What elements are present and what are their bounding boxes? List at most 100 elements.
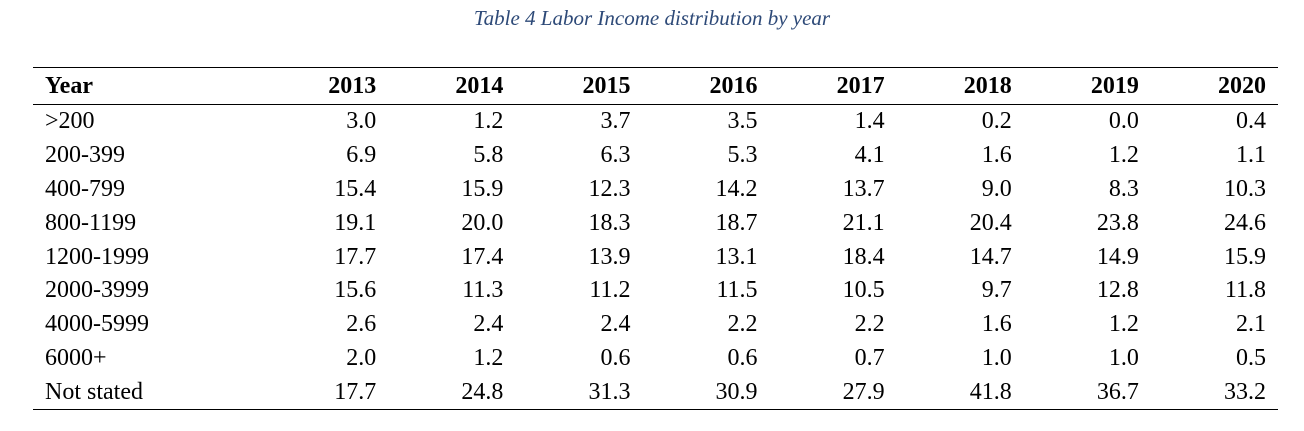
table-cell: 13.7 [842,175,885,202]
table-cell: 15.4 [334,175,377,202]
header-cell: 2014 [455,73,504,99]
table-cell: 12.8 [1096,277,1139,304]
table-cell: 2.1 [1236,311,1266,338]
table-row: 4000-5999 2.6 2.4 2.4 2.2 2.2 1.6 1.2 2.… [33,308,1278,342]
labor-income-table: Year 2013 2014 2015 2016 2017 2018 2019 … [33,67,1278,410]
table-cell: 2.4 [473,311,504,338]
table-row: 1200-1999 17.7 17.4 13.9 13.1 18.4 14.7 … [33,240,1278,274]
row-label: 800-1199 [45,209,137,236]
table-cell: 24.6 [1224,209,1266,236]
table-cell: 2.2 [854,311,885,338]
table-row: 200-399 6.9 5.8 6.3 5.3 4.1 1.6 1.2 1.1 [33,139,1278,173]
table-row: 400-799 15.4 15.9 12.3 14.2 13.7 9.0 8.3… [33,173,1278,207]
table-cell: 27.9 [842,378,885,405]
table-row: 2000-3999 15.6 11.3 11.2 11.5 10.5 9.7 1… [33,274,1278,308]
table-cell: 1.6 [981,142,1012,169]
table-cell: 0.0 [1108,108,1139,135]
header-cell: 2017 [836,73,885,99]
table-cell: 30.9 [715,378,758,405]
table-cell: 2.2 [727,311,758,338]
table-cell: 1.2 [473,108,504,135]
table-cell: 1.2 [473,344,504,371]
table-cell: 5.8 [473,142,504,169]
table-cell: 4.1 [854,142,885,169]
table-cell: 1.2 [1108,142,1139,169]
table-cell: 17.4 [461,243,504,270]
table-cell: 10.5 [842,277,885,304]
table-cell: 19.1 [334,209,377,236]
header-cell: 2015 [582,73,631,99]
table-cell: 6.9 [346,142,377,169]
table-cell: 9.0 [981,175,1012,202]
table-cell: 8.3 [1108,175,1139,202]
table-cell: 20.0 [461,209,504,236]
header-cell: 2018 [963,73,1012,99]
table-cell: 11.8 [1224,277,1266,304]
header-cell: 2019 [1090,73,1139,99]
table-cell: 20.4 [969,209,1012,236]
row-label: 2000-3999 [45,277,149,304]
row-label: 6000+ [45,344,107,371]
table-cell: 11.2 [589,277,631,304]
table-cell: 23.8 [1096,209,1139,236]
table-cell: 0.6 [600,344,631,371]
table-cell: 6.3 [600,142,631,169]
table-cell: 17.7 [334,243,377,270]
header-cell: 2016 [709,73,758,99]
table-caption: Table 4 Labor Income distribution by yea… [473,6,831,30]
table-cell: 0.2 [981,108,1012,135]
header-cell-year: Year [45,73,93,99]
table-cell: 3.0 [346,108,377,135]
table-cell: 33.2 [1224,378,1266,405]
table-header-row: Year 2013 2014 2015 2016 2017 2018 2019 … [33,67,1278,105]
table-cell: 11.5 [716,277,758,304]
table-cell: 0.4 [1236,108,1266,135]
row-label: 200-399 [45,142,125,169]
table-cell: 0.5 [1236,344,1266,371]
table-cell: 36.7 [1096,378,1139,405]
table-cell: 12.3 [588,175,631,202]
table-cell: 1.0 [981,344,1012,371]
table-cell: 2.0 [346,344,377,371]
table-cell: 0.6 [727,344,758,371]
table-cell: 5.3 [727,142,758,169]
table-row: Not stated 17.7 24.8 31.3 30.9 27.9 41.8… [33,375,1278,410]
row-label: 400-799 [45,175,125,202]
table-cell: 15.9 [1224,243,1266,270]
row-label: >200 [45,108,95,135]
table-cell: 15.6 [334,277,377,304]
table-cell: 24.8 [461,378,504,405]
table-cell: 31.3 [588,378,631,405]
table-cell: 1.1 [1236,142,1266,169]
table-row: 6000+ 2.0 1.2 0.6 0.6 0.7 1.0 1.0 0.5 [33,342,1278,376]
table-cell: 15.9 [461,175,504,202]
table-cell: 1.2 [1108,311,1139,338]
row-label: Not stated [45,378,143,405]
table-cell: 10.3 [1224,175,1266,202]
table-cell: 1.6 [981,311,1012,338]
table-cell: 21.1 [842,209,885,236]
table-cell: 17.7 [334,378,377,405]
table-cell: 1.0 [1108,344,1139,371]
row-label: 1200-1999 [45,243,149,270]
table-cell: 14.2 [715,175,758,202]
table-cell: 13.1 [715,243,758,270]
table-cell: 18.4 [842,243,885,270]
table-cell: 18.7 [715,209,758,236]
row-label: 4000-5999 [45,311,149,338]
table-cell: 9.7 [981,277,1012,304]
table-cell: 41.8 [969,378,1012,405]
table-cell: 2.4 [600,311,631,338]
table-cell: 1.4 [854,108,885,135]
header-cell: 2020 [1218,73,1266,99]
table-cell: 0.7 [854,344,885,371]
table-cell: 13.9 [588,243,631,270]
table-row: 800-1199 19.1 20.0 18.3 18.7 21.1 20.4 2… [33,206,1278,240]
table-cell: 18.3 [588,209,631,236]
table-cell: 14.7 [969,243,1012,270]
table-cell: 3.7 [600,108,631,135]
table-cell: 11.3 [462,277,504,304]
table-row: >200 3.0 1.2 3.7 3.5 1.4 0.2 0.0 0.4 [33,105,1278,139]
table-cell: 14.9 [1096,243,1139,270]
table-cell: 3.5 [727,108,758,135]
